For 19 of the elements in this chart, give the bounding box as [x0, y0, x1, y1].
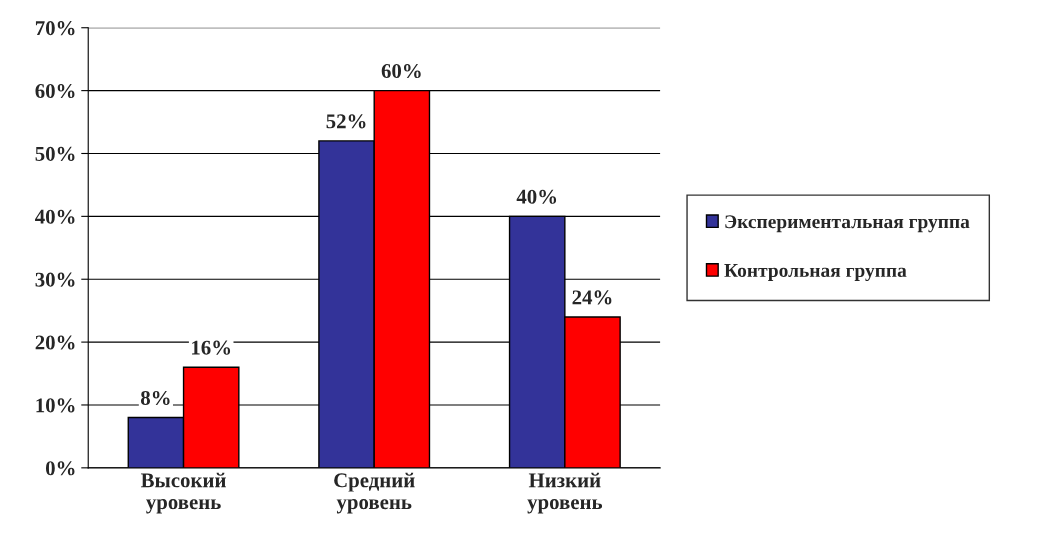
data-label: 52%: [326, 114, 366, 129]
x-tick-label: Низкий уровень: [527, 472, 603, 514]
data-label: 40%: [516, 189, 557, 204]
y-tick-label: 10%: [36, 398, 75, 413]
data-label: 24%: [572, 290, 612, 305]
legend-label: Экспериментальная группа: [725, 215, 970, 233]
y-tick-label: 30%: [35, 272, 75, 287]
data-label: 8%: [140, 390, 170, 406]
legend-label: Контрольная группа: [724, 264, 907, 282]
y-tick-label: 20%: [35, 335, 75, 350]
y-tick-label: 0%: [45, 461, 75, 476]
y-tick-label: 40%: [35, 209, 75, 224]
y-tick-label: 60%: [35, 83, 75, 99]
y-tick-label: 70%: [35, 21, 75, 36]
data-label: 16%: [192, 340, 231, 355]
y-tick-label: 50%: [35, 146, 75, 161]
x-tick-label: Средний уровень: [334, 472, 415, 514]
data-label: 60%: [381, 63, 421, 79]
x-tick-label: Высокий уровень: [140, 472, 226, 514]
